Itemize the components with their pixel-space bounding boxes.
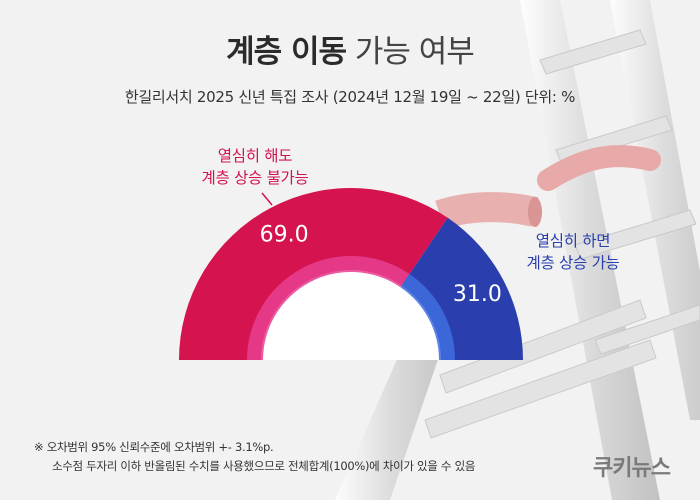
slice-inner-ring-1 [400,273,455,360]
slice-inner-ring-0 [247,255,410,360]
label-possible: 열심히 하면 계층 상승 가능 [498,230,648,274]
footnotes: ※ 오차범위 95% 신뢰수준에 오차범위 +- 3.1%p. 소수점 두자리 … [34,438,475,476]
label-impossible: 열심히 해도 계층 상승 불가능 [150,145,360,189]
label-impossible-line1: 열심히 해도 [217,147,293,165]
brand-logo: 쿠키뉴스 [593,456,671,481]
value-label-0: 69.0 [260,223,309,248]
title-light: 가능 여부 [354,34,475,70]
title-bold: 계층 이동 [226,34,347,70]
label-possible-line2: 계층 상승 가능 [526,254,620,272]
rope-decoration [435,145,661,230]
value-label-1: 31.0 [453,282,502,307]
ladder-rungs [424,29,700,439]
footnote-margin-of-error: ※ 오차범위 95% 신뢰수준에 오차범위 +- 3.1%p. [34,440,274,454]
page-title: 계층 이동 가능 여부 [0,26,700,71]
label-impossible-line2: 계층 상승 불가능 [201,169,309,187]
donut-center [261,270,441,360]
label-possible-line1: 열심히 하면 [535,232,611,250]
footnote-rounding: 소수점 두자리 이하 반올림된 수치를 사용했으므로 전체합계(100%)에 차… [52,459,476,473]
leader-line-impossible [261,192,273,206]
survey-subtitle: 한길리서치 2025 신년 특집 조사 (2024년 12월 19일 ~ 22일… [124,88,576,106]
slice-1 [401,217,523,360]
